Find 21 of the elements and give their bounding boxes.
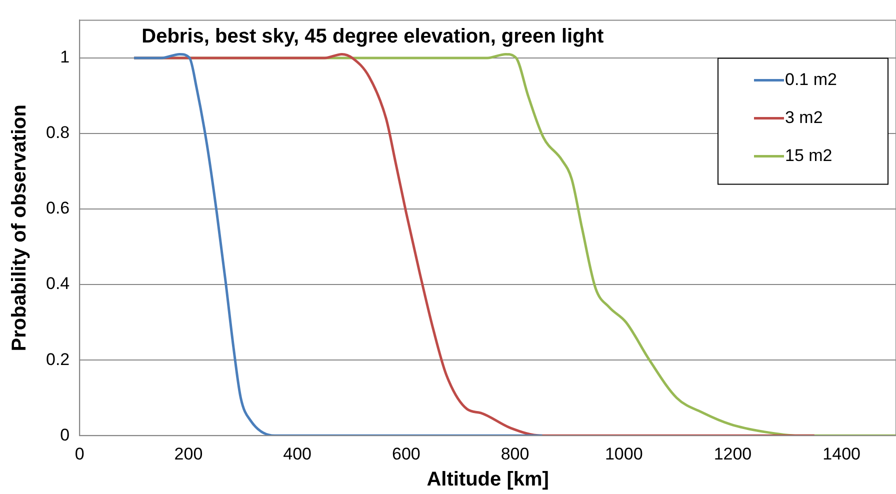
- x-axis-title: Altitude [km]: [426, 468, 549, 491]
- y-axis-title: Probability of observation: [8, 104, 31, 352]
- x-tick-label: 1200: [714, 444, 752, 464]
- x-tick-label: 400: [283, 444, 312, 464]
- x-tick-label: 600: [392, 444, 420, 464]
- x-tick-label: 200: [174, 444, 203, 464]
- y-tick-label: 0.8: [46, 123, 70, 142]
- x-tick-label: 0: [74, 444, 84, 464]
- legend-label: 3 m2: [785, 108, 823, 127]
- x-tick-label: 800: [500, 444, 530, 464]
- x-tick-label: 1000: [604, 444, 643, 464]
- y-tick-label: 0.6: [46, 198, 70, 218]
- y-tick-label: 0.4: [46, 274, 70, 294]
- y-tick-label: 0: [60, 425, 70, 444]
- legend-label: 0.1 m2: [785, 70, 837, 89]
- line-series: [132, 52, 544, 436]
- y-tick-label: 1: [60, 48, 70, 67]
- x-tick-label: 1400: [822, 444, 860, 464]
- legend-label: 15 m2: [785, 146, 832, 165]
- chart-title: Debris, best sky, 45 degree elevation, green light: [142, 26, 604, 48]
- y-tick-label: 0.2: [46, 350, 70, 369]
